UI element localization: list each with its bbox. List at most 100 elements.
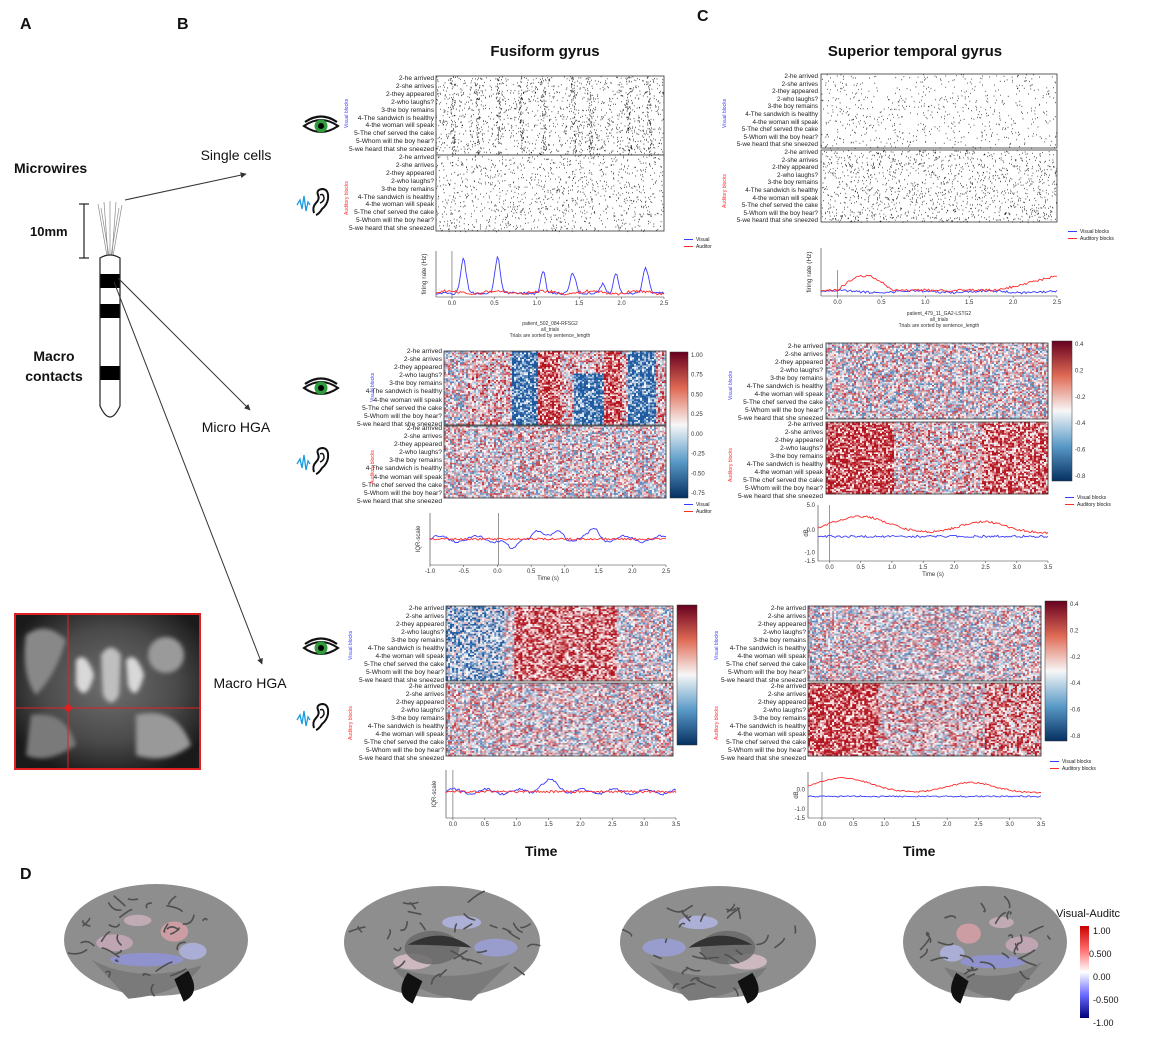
caption-line: Trials are sorted by sentence_length bbox=[821, 323, 1057, 329]
trial-label: 2-they appeared bbox=[314, 621, 444, 629]
legend-entry: Auditory blocks bbox=[1068, 236, 1114, 243]
column-title-stg: Superior temporal gyrus bbox=[800, 43, 1030, 60]
y-axis-label: dB bbox=[794, 791, 800, 798]
colorbar-tick: -0.75 bbox=[691, 491, 705, 497]
x-tick: 0.0 bbox=[825, 565, 834, 571]
panel-label-c: C bbox=[697, 8, 709, 26]
scale-label: 10mm bbox=[30, 224, 68, 239]
mri-image bbox=[14, 613, 201, 770]
x-tick: -0.5 bbox=[459, 569, 470, 575]
ear-icon bbox=[296, 446, 330, 475]
trial-label: 2-they appeared bbox=[312, 441, 442, 449]
block-tag: Visual blocks bbox=[348, 631, 354, 660]
trial-label: 4-the woman will speak bbox=[304, 122, 434, 130]
x-tick: 0.5 bbox=[849, 822, 858, 828]
trial-label: 2-he arrived bbox=[688, 73, 818, 81]
x-tick: 0.5 bbox=[481, 822, 490, 828]
panel-label-d: D bbox=[20, 866, 32, 884]
time-label-right: Time bbox=[903, 843, 935, 859]
macro-contacts-label: Macro contacts bbox=[24, 346, 84, 386]
block-tag: Visual blocks bbox=[722, 99, 728, 128]
trial-label: 3-the boy remains bbox=[314, 715, 444, 723]
x-tick: 0.0 bbox=[818, 822, 827, 828]
eye-icon bbox=[302, 115, 340, 133]
block-tag: Visual blocks bbox=[344, 99, 350, 128]
legend-label: Auditory blocks bbox=[1062, 766, 1096, 772]
trial-label-list: 2-he arrived 2-she arrives 2-they appeared… bbox=[688, 73, 818, 149]
legend: Visual Auditor bbox=[684, 237, 712, 251]
x-tick: 2.0 bbox=[617, 301, 626, 307]
trial-label-list: 2-he arrived 2-she arrives 2-they appeared… bbox=[676, 605, 806, 685]
x-tick: 0.5 bbox=[527, 569, 536, 575]
trial-label: 3-the boy remains bbox=[312, 380, 442, 388]
brain-tick: 1.00 bbox=[1093, 920, 1119, 943]
macro-label: Macro bbox=[24, 346, 84, 366]
x-tick: -1.0 bbox=[425, 569, 436, 575]
colorbar-tick: 0.4 bbox=[1075, 342, 1084, 348]
legend-entry: Visual blocks bbox=[1050, 759, 1096, 766]
trial-label: 5-The chef served the cake bbox=[304, 130, 434, 138]
y-tick: 5.0 bbox=[807, 503, 816, 509]
trial-label: 2-she arrives bbox=[312, 356, 442, 364]
trial-label: 3-the boy remains bbox=[676, 715, 806, 723]
legend-label: Auditor bbox=[696, 509, 712, 515]
trial-label: 2-she arrives bbox=[314, 691, 444, 699]
trial-label: 2-who laughs? bbox=[693, 445, 823, 453]
colorbar-tick: -0.4 bbox=[1075, 421, 1086, 427]
x-tick: 0.5 bbox=[877, 300, 886, 306]
colorbar-tick: 0.00 bbox=[691, 432, 703, 438]
trial-label: 2-who laughs? bbox=[312, 372, 442, 380]
x-tick: 1.0 bbox=[561, 569, 570, 575]
trial-label: 2-who laughs? bbox=[688, 172, 818, 180]
x-tick: 2.0 bbox=[943, 822, 952, 828]
trial-label: 2-they appeared bbox=[304, 170, 434, 178]
y-tick: 0.0 bbox=[807, 528, 816, 534]
x-tick: 0.0 bbox=[833, 300, 842, 306]
legend-label: Visual bbox=[696, 237, 710, 243]
colorbar-tick: -0.2 bbox=[1070, 655, 1081, 661]
trial-label: 5-The chef served the cake bbox=[688, 126, 818, 134]
trial-label: 2-they appeared bbox=[693, 437, 823, 445]
x-tick: 3.5 bbox=[1044, 565, 1053, 571]
x-tick: 1.0 bbox=[921, 300, 930, 306]
x-tick: 0.0 bbox=[493, 569, 502, 575]
trial-label: 5-Whom will the boy hear? bbox=[314, 747, 444, 755]
trial-label: 2-he arrived bbox=[314, 683, 444, 691]
trial-label: 2-who laughs? bbox=[314, 629, 444, 637]
colorbar-tick: 1.00 bbox=[691, 353, 703, 359]
trial-label: 5-Whom will the boy hear? bbox=[688, 210, 818, 218]
x-tick: 0.0 bbox=[448, 301, 457, 307]
x-tick: 2.5 bbox=[662, 569, 671, 575]
y-tick: -1.5 bbox=[805, 559, 816, 565]
trial-label: 5-we heard that she sneezed bbox=[312, 421, 442, 429]
y-tick: 0.0 bbox=[797, 787, 806, 793]
trial-label: 4-The sandwich is healthy bbox=[314, 645, 444, 653]
trial-label: 2-she arrives bbox=[312, 433, 442, 441]
x-tick: 2.0 bbox=[576, 822, 585, 828]
caption-line: Trials are sorted by sentence_length bbox=[436, 333, 664, 339]
colorbar-tick: -0.6 bbox=[1075, 448, 1086, 454]
legend-entry: Visual bbox=[684, 502, 712, 509]
legend: Visual Auditor bbox=[684, 502, 712, 516]
caption-stg-single: patient_479_11_GA2-LSTG2 all_trials Trials… bbox=[821, 311, 1057, 329]
row-label-single-cells: Single cells bbox=[196, 147, 276, 163]
colorbar-tick: -0.8 bbox=[1075, 474, 1086, 480]
colorbar-stg-macro: 0.4 0.2 -0.2 -0.4 -0.6 -0.8 bbox=[1044, 600, 1081, 742]
trial-label: 4-the woman will speak bbox=[693, 391, 823, 399]
trial-label: 2-she arrives bbox=[314, 613, 444, 621]
trial-label: 4-The sandwich is healthy bbox=[304, 194, 434, 202]
trial-label: 2-they appeared bbox=[312, 364, 442, 372]
trial-label: 2-who laughs? bbox=[314, 707, 444, 715]
trial-label: 2-who laughs? bbox=[693, 367, 823, 375]
trial-label: 5-The chef served the cake bbox=[688, 202, 818, 210]
trial-label: 3-the boy remains bbox=[304, 186, 434, 194]
legend: Visual blocks Auditory blocks bbox=[1050, 759, 1096, 773]
brain-tick: -1.00 bbox=[1093, 1012, 1119, 1035]
brain-tick: 0.00 bbox=[1093, 966, 1119, 989]
legend-label: Visual blocks bbox=[1077, 495, 1106, 501]
x-tick: 3.5 bbox=[1037, 822, 1046, 828]
x-tick: 2.0 bbox=[1009, 300, 1018, 306]
heatmap-stg-macro-auditory bbox=[807, 682, 1042, 757]
trial-label: 2-he arrived bbox=[304, 75, 434, 83]
trial-label: 3-the boy remains bbox=[693, 375, 823, 383]
